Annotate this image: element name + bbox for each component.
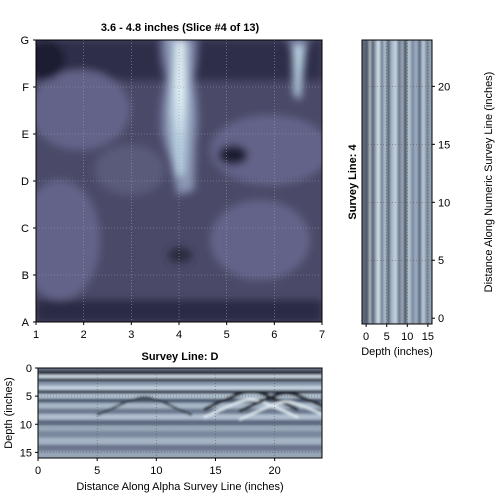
right-ytick-label: 5 [438, 255, 444, 267]
bottom-band-12 [38, 419, 322, 426]
main-ytick-label: C [21, 223, 29, 235]
main-ytick-label: A [22, 317, 30, 329]
main-ytick-label: D [21, 176, 29, 188]
right-radar-panel [361, 39, 433, 325]
right-stripe-20 [428, 40, 432, 324]
main-ytick-label: G [20, 35, 29, 47]
right-xtick-label: 10 [401, 331, 413, 343]
reflection-hyperbola-4 [96, 396, 193, 417]
right-stripe-2 [369, 40, 372, 324]
bottom-band-9 [38, 402, 322, 409]
right-stripe-8 [386, 40, 390, 324]
bottom-band-6 [38, 389, 322, 394]
bottom-band-3 [38, 378, 322, 382]
right-ytick-label: 15 [438, 139, 450, 151]
main-heatmap-plot [35, 39, 323, 323]
main-xtick-label: 5 [224, 329, 230, 341]
right-stripe-14 [407, 40, 411, 324]
right-stripe-15 [410, 40, 415, 324]
main-ytick-label: F [22, 82, 29, 94]
bottom-xtick-label: 15 [209, 465, 221, 477]
bottom-panel-xlabel: Distance Along Alpha Survey Line (inches… [76, 481, 283, 493]
main-xtick-label: 7 [319, 329, 325, 341]
right-ytick-label: 20 [438, 81, 450, 93]
right-stripe-17 [418, 40, 422, 324]
right-panel-axis-label: Distance Along Numeric Survey Line (inch… [483, 72, 495, 293]
main-xtick-label: 2 [81, 329, 87, 341]
right-panel-frame [361, 39, 433, 325]
right-xtick-label: 0 [363, 331, 369, 343]
right-panel-ylabel: Survey Line: 4 [347, 144, 359, 220]
right-xtick-label: 15 [422, 331, 434, 343]
bottom-band-10 [38, 408, 322, 415]
bottom-xtick-label: 5 [94, 465, 100, 477]
right-stripe-9 [390, 40, 395, 324]
right-stripe-0 [362, 40, 368, 324]
right-stripe-19 [425, 40, 429, 324]
bottom-xtick-label: 10 [150, 465, 162, 477]
right-stripe-4 [373, 40, 377, 324]
right-panel-xlabel: Depth (inches) [361, 346, 433, 358]
bottom-band-1 [38, 371, 322, 375]
main-chart-title: 3.6 - 4.8 inches (Slice #4 of 13) [101, 22, 260, 34]
right-stripe-13 [404, 40, 408, 324]
bottom-band-5 [38, 386, 322, 390]
bottom-ytick-label: 0 [26, 363, 32, 375]
right-stripe-1 [367, 40, 369, 324]
main-xtick-label: 1 [33, 329, 39, 341]
bottom-xtick-label: 20 [269, 465, 281, 477]
right-stripe-7 [383, 40, 387, 324]
main-xtick-label: 6 [271, 329, 277, 341]
bottom-panel-frame [37, 367, 323, 459]
right-stripe-11 [397, 40, 401, 324]
right-stripe-12 [400, 40, 404, 324]
bottom-band-2 [38, 374, 322, 379]
reflection-hyperbola-2 [238, 391, 322, 413]
main-xtick-label: 3 [128, 329, 134, 341]
right-stripe-3 [371, 40, 374, 324]
right-ytick-label: 10 [438, 197, 450, 209]
right-xtick-label: 5 [384, 331, 390, 343]
right-stripe-10 [394, 40, 398, 324]
right-stripe-16 [414, 40, 418, 324]
bottom-ytick-label: 10 [20, 419, 32, 431]
right-ytick-label: 0 [438, 313, 444, 325]
bottom-band-11 [38, 414, 322, 420]
bottom-band-13 [38, 425, 322, 431]
main-xtick-label: 4 [176, 329, 182, 341]
bottom-band-16 [38, 444, 322, 452]
bottom-band-14 [38, 431, 322, 438]
reflection-hyperbola-3 [238, 400, 322, 421]
bottom-panel-ylabel: Depth (inches) [3, 377, 15, 449]
main-ytick-label: E [22, 129, 29, 141]
reflection-hyperbola-1 [203, 398, 299, 419]
bottom-band-17 [38, 451, 322, 458]
bottom-ytick-label: 5 [26, 391, 32, 403]
bottom-xtick-label: 0 [35, 465, 41, 477]
right-stripe-5 [376, 40, 381, 324]
right-stripe-6 [380, 40, 384, 324]
plume-core [176, 40, 184, 140]
bottom-band-15 [38, 437, 322, 445]
bottom-radar-panel [37, 367, 323, 459]
bottom-band-4 [38, 381, 322, 386]
bottom-panel-title: Survey Line: D [141, 351, 218, 363]
bottom-band-8 [38, 398, 322, 403]
bottom-ytick-label: 15 [20, 447, 32, 459]
bottom-band-0 [38, 368, 322, 372]
main-ytick-label: B [22, 270, 29, 282]
right-stripe-18 [421, 40, 426, 324]
plume-right [292, 45, 306, 100]
